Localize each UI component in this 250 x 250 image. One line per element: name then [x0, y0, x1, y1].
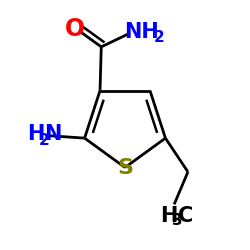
- Text: O: O: [65, 16, 85, 40]
- Text: C: C: [178, 206, 193, 227]
- Text: 3: 3: [172, 213, 182, 228]
- Text: H: H: [27, 124, 44, 144]
- Text: N: N: [44, 124, 62, 144]
- Text: S: S: [117, 158, 133, 178]
- Text: H: H: [160, 206, 177, 227]
- Text: NH: NH: [124, 22, 159, 42]
- Text: 2: 2: [154, 30, 164, 45]
- Text: 2: 2: [39, 133, 50, 148]
